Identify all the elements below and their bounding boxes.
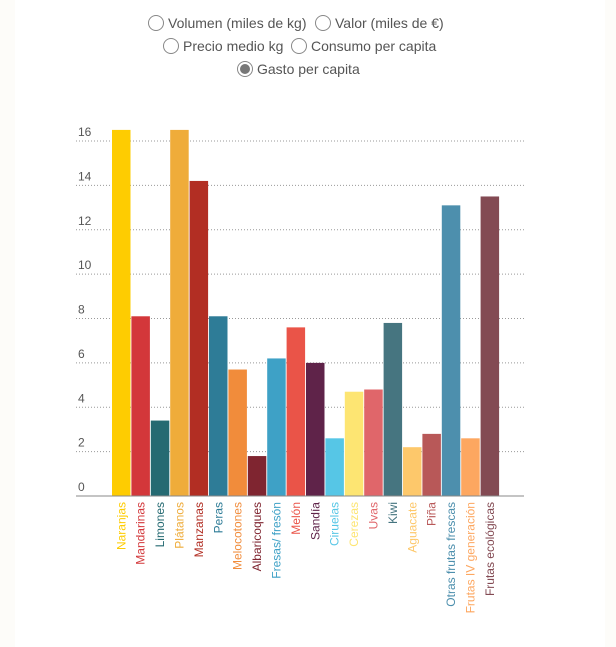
option-label: Valor (miles de €) — [335, 15, 444, 31]
x-tick-label: Frutas ecológicas — [483, 502, 497, 596]
bar — [150, 420, 170, 496]
x-tick-label: Uvas — [366, 502, 380, 529]
y-tick-label: 16 — [78, 125, 92, 139]
bar — [267, 358, 286, 496]
x-tick-label: Melocotones — [231, 502, 245, 570]
x-tick-label: Peras — [211, 502, 225, 533]
option-label: Gasto per capita — [257, 61, 360, 77]
bar — [344, 391, 364, 496]
y-tick-label: 0 — [78, 480, 85, 494]
option-valor-radio[interactable]: Valor (miles de €) — [315, 15, 444, 31]
bar — [209, 316, 228, 496]
x-tick-label: Mandarinas — [134, 502, 148, 565]
x-tick-label: Aguacate — [405, 502, 419, 553]
x-tick-label: Sandía — [308, 502, 322, 540]
bar — [325, 438, 344, 496]
radio-circle-icon — [291, 38, 307, 54]
y-tick-label: 6 — [78, 347, 85, 361]
option-precio-radio[interactable]: Precio medio kg — [163, 38, 283, 54]
bar — [480, 196, 500, 496]
radio-circle-icon — [148, 15, 164, 31]
bar — [247, 456, 267, 496]
x-tick-label: Frutas IV generación — [463, 502, 477, 613]
y-tick-label: 14 — [78, 169, 92, 183]
x-tick-label: Limones — [153, 502, 167, 547]
y-tick-label: 4 — [78, 391, 85, 405]
bar — [422, 433, 441, 496]
x-tick-label: Fresas/ fresón — [269, 502, 283, 579]
radio-circle-icon — [237, 61, 253, 77]
bar — [228, 369, 247, 496]
option-gasto-radio[interactable]: Gasto per capita — [237, 61, 360, 77]
x-tick-label: Plátanos — [172, 502, 186, 549]
radio-circle-icon — [163, 38, 179, 54]
x-tick-label: Kiwi — [386, 502, 400, 524]
y-tick-label: 10 — [78, 258, 92, 272]
x-tick-label: Ciruelas — [328, 502, 342, 546]
x-tick-label: Naranjas — [114, 502, 128, 550]
x-tick-label: Otras frutas frescas — [444, 502, 458, 607]
x-tick-label: Melón — [289, 502, 303, 535]
bar — [131, 316, 150, 496]
option-volumen-radio[interactable]: Volumen (miles de kg) — [148, 15, 307, 31]
metric-selector: Volumen (miles de kg) Valor (miles de €)… — [0, 0, 616, 90]
radio-circle-icon — [315, 15, 331, 31]
option-label: Consumo per capita — [311, 38, 437, 54]
bar — [383, 322, 403, 496]
bar — [364, 389, 383, 496]
option-consumo-radio[interactable]: Consumo per capita — [291, 38, 436, 54]
bar — [461, 438, 480, 496]
y-tick-label: 8 — [78, 303, 85, 317]
y-tick-label: 12 — [78, 214, 92, 228]
x-tick-label: Manzanas — [192, 502, 206, 557]
bar — [306, 362, 325, 496]
option-label: Volumen (miles de kg) — [168, 15, 307, 31]
bar — [403, 447, 422, 496]
y-tick-label: 2 — [78, 436, 85, 450]
bar — [189, 180, 209, 496]
x-tick-label: Cerezas — [347, 502, 361, 547]
option-label: Precio medio kg — [183, 38, 284, 54]
bar — [441, 205, 461, 496]
bar — [170, 129, 189, 496]
x-tick-label: Albaricoques — [250, 502, 264, 571]
bar — [286, 327, 306, 496]
x-tick-label: Piña — [425, 502, 439, 526]
bar — [112, 129, 131, 496]
